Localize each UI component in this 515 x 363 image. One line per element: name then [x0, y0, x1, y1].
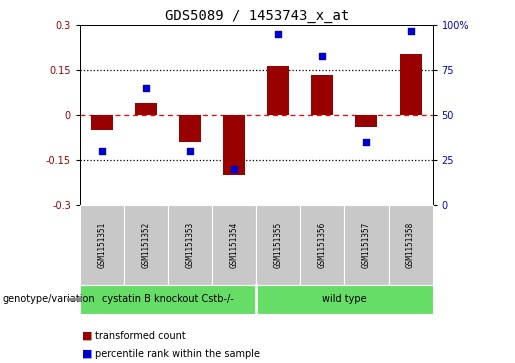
- Bar: [179, 115, 201, 142]
- Text: ■: ■: [82, 349, 93, 359]
- Text: GSM1151356: GSM1151356: [318, 222, 327, 268]
- Text: GSM1151353: GSM1151353: [185, 222, 195, 268]
- Point: [230, 166, 238, 172]
- Text: GDS5089 / 1453743_x_at: GDS5089 / 1453743_x_at: [165, 9, 350, 23]
- Bar: [135, 103, 157, 115]
- Bar: [91, 115, 113, 130]
- Bar: [312, 75, 333, 115]
- Point: [318, 53, 327, 59]
- Text: GSM1151357: GSM1151357: [362, 222, 371, 268]
- Text: GSM1151351: GSM1151351: [97, 222, 107, 268]
- Point: [363, 139, 371, 145]
- Point: [274, 32, 282, 37]
- Point: [142, 85, 150, 91]
- Point: [186, 148, 194, 154]
- Text: transformed count: transformed count: [95, 331, 186, 341]
- Text: GSM1151355: GSM1151355: [274, 222, 283, 268]
- Bar: [223, 115, 245, 175]
- Text: ■: ■: [82, 331, 93, 341]
- Bar: [400, 54, 422, 115]
- Bar: [355, 115, 377, 127]
- Text: wild type: wild type: [322, 294, 367, 305]
- Point: [406, 28, 415, 34]
- Text: genotype/variation: genotype/variation: [3, 294, 95, 305]
- Text: cystatin B knockout Cstb-/-: cystatin B knockout Cstb-/-: [102, 294, 234, 305]
- Text: GSM1151352: GSM1151352: [142, 222, 150, 268]
- Text: GSM1151358: GSM1151358: [406, 222, 415, 268]
- Bar: [267, 66, 289, 115]
- Text: GSM1151354: GSM1151354: [230, 222, 238, 268]
- Text: percentile rank within the sample: percentile rank within the sample: [95, 349, 260, 359]
- Point: [98, 148, 106, 154]
